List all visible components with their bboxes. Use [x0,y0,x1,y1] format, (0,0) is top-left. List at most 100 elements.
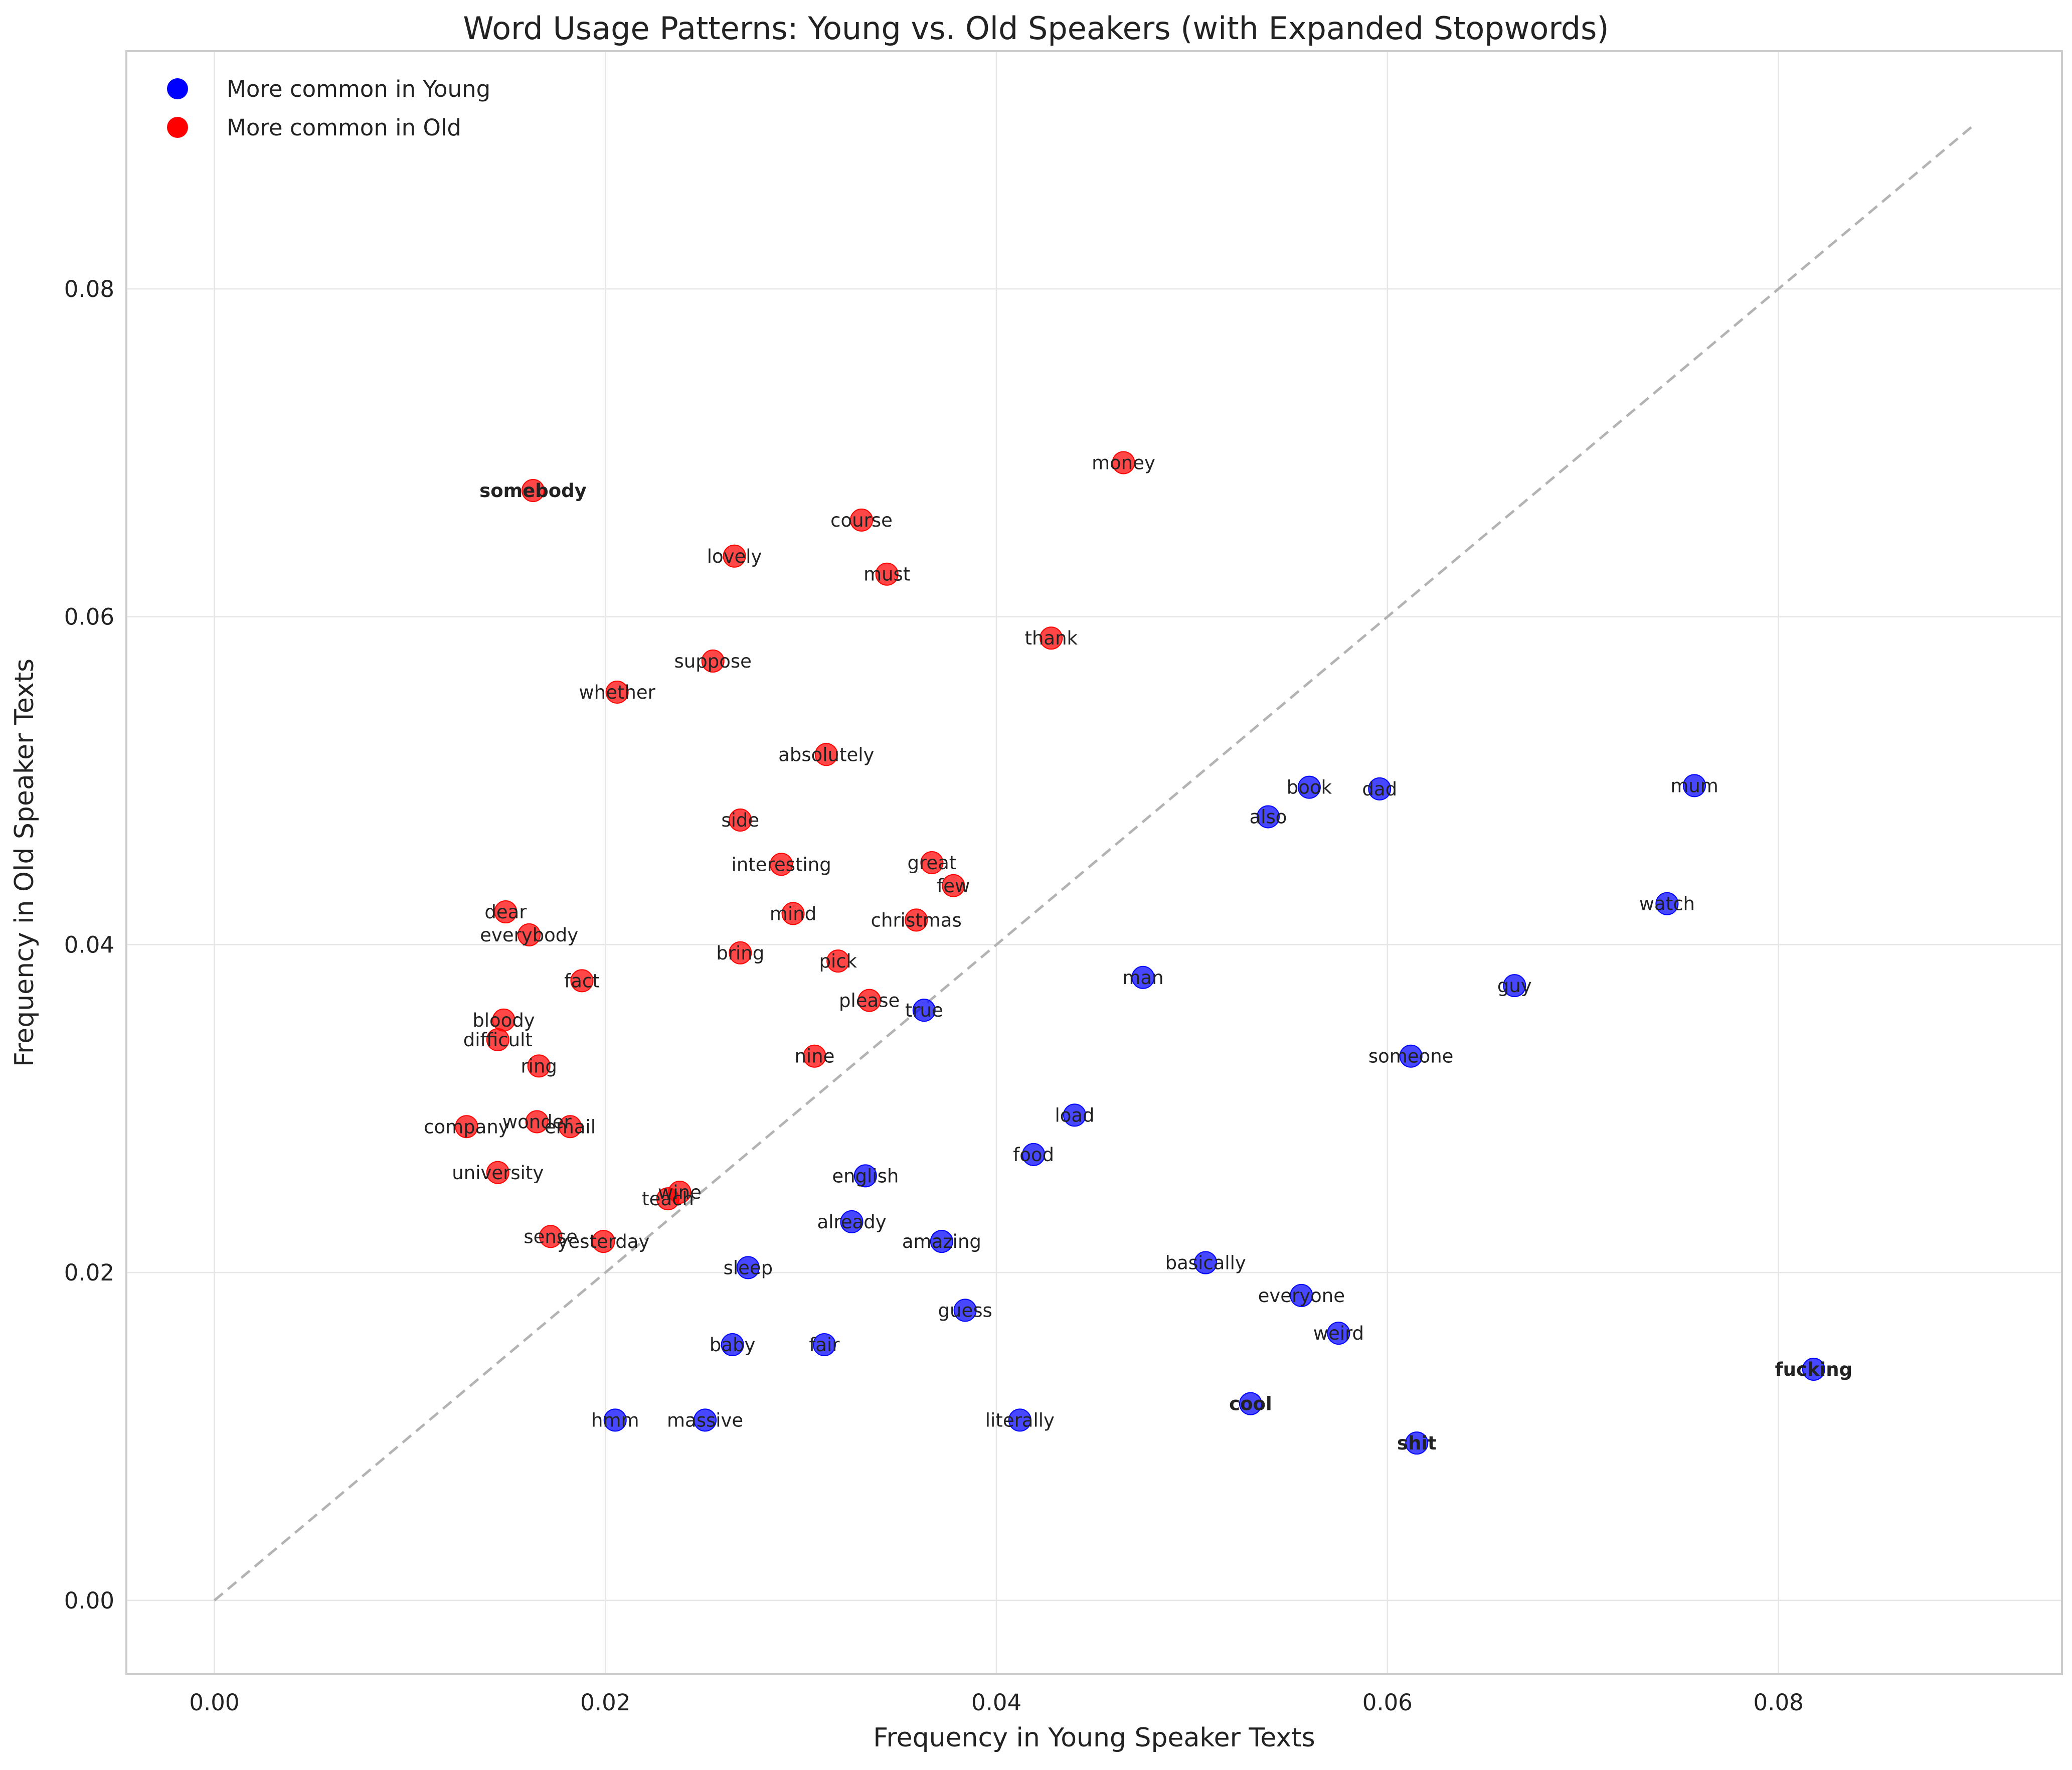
point-thank [1040,626,1063,650]
point-guess [953,1299,977,1322]
label-dad: dad [1362,778,1397,800]
label-man: man [1122,967,1163,989]
grid [126,51,2062,1674]
point-already [840,1210,864,1233]
point-load [1063,1103,1087,1127]
label-somebody: somebody [479,480,587,502]
point-dad [1368,777,1392,800]
label-hmm: hmm [591,1409,639,1431]
legend-marker-young [167,78,188,99]
label-ring: ring [521,1055,557,1077]
label-amazing: amazing [902,1231,981,1252]
label-christmas: christmas [871,909,962,931]
point-fucking [1802,1358,1825,1381]
data-labels: mum book dad also watch man guy true someone load… [424,452,1852,1454]
x-tick-label: 0.06 [1362,1689,1413,1716]
label-literally: literally [985,1409,1055,1431]
label-book: book [1287,777,1332,798]
label-mum: mum [1670,775,1718,796]
label-yesterday: yesterday [557,1231,649,1252]
point-fact [570,969,594,993]
point-fair [812,1333,836,1356]
label-mind: mind [770,903,816,924]
label-basically: basically [1165,1252,1246,1274]
label-massive: massive [667,1409,743,1431]
point-someone [1399,1044,1423,1068]
label-shit: shit [1397,1432,1437,1454]
label-english: english [832,1165,899,1187]
point-email [559,1115,582,1139]
point-mum [1682,774,1706,797]
x-axis-label: Frequency in Young Speaker Texts [873,1723,1315,1753]
point-weird [1327,1322,1350,1345]
point-man [1131,966,1155,989]
point-literally [1008,1408,1031,1432]
label-money: money [1092,452,1155,473]
point-interesting [770,853,793,876]
point-company [455,1115,478,1139]
data-points [455,451,1825,1455]
label-teach: teach [642,1188,694,1210]
point-english [853,1164,877,1188]
legend: More common in Young More common in Old [167,76,490,141]
label-fucking: fucking [1775,1359,1853,1380]
point-sense [539,1225,563,1248]
point-shit [1405,1431,1429,1455]
point-yesterday [592,1230,615,1253]
label-fact: fact [564,970,600,992]
label-everybody: everybody [480,924,578,946]
label-side: side [721,810,759,831]
label-difficult: difficult [463,1029,533,1051]
point-ring [527,1054,551,1078]
label-nine: nine [794,1046,834,1067]
point-watch [1655,892,1679,915]
point-bring [729,941,752,964]
point-suppose [701,649,725,673]
label-thank: thank [1024,627,1078,649]
point-sleep [736,1256,760,1279]
label-watch: watch [1639,893,1695,915]
point-baby [721,1333,744,1356]
x-tick-label: 0.04 [971,1689,1021,1716]
label-lovely: lovely [707,546,762,567]
point-true [912,999,936,1022]
label-sense: sense [524,1226,578,1247]
point-difficult [486,1028,509,1052]
label-everyone: everyone [1258,1285,1345,1307]
x-tick-label: 0.00 [189,1689,239,1716]
point-hmm [603,1408,627,1432]
label-suppose: suppose [674,651,752,672]
label-few: few [937,875,970,897]
point-great [920,851,944,874]
label-bring: bring [716,942,764,964]
point-dear [494,900,517,924]
label-load: load [1055,1104,1094,1126]
plot-frame [125,50,2063,1675]
point-must [875,562,899,586]
y-tick-label: 0.00 [64,1587,114,1614]
label-course: course [830,510,893,531]
label-also: also [1250,806,1287,828]
label-cool: cool [1229,1393,1272,1415]
point-guy [1503,974,1526,998]
x-axis-ticks: 0.00 0.02 0.04 0.06 0.08 [189,1689,1803,1716]
label-fair: fair [809,1334,840,1356]
label-whether: whether [579,682,655,703]
point-also [1257,805,1280,829]
point-food [1022,1143,1046,1166]
y-tick-label: 0.02 [64,1259,114,1286]
y-tick-label: 0.04 [64,931,114,958]
legend-marker-old [167,117,188,138]
label-bloody: bloody [472,1010,535,1031]
point-few [942,874,965,897]
label-already: already [817,1211,886,1233]
label-great: great [907,852,956,874]
y-axis-label: Frequency in Old Speaker Texts [10,659,40,1067]
y-tick-label: 0.08 [64,276,114,302]
label-email: email [545,1116,596,1138]
point-pick [826,949,850,973]
label-guess: guess [938,1300,992,1321]
point-cool [1239,1392,1262,1415]
label-absolutely: absolutely [778,744,874,765]
